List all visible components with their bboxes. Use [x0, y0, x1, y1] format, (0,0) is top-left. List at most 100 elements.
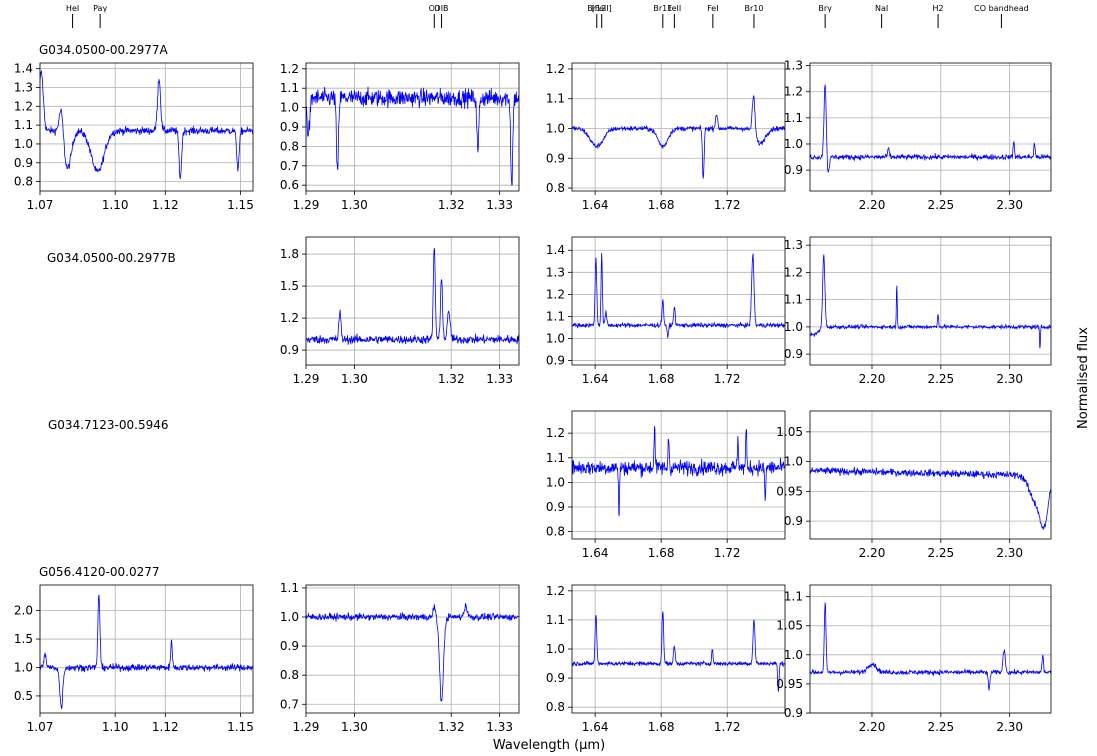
line-marker-label: Br11: [653, 4, 672, 13]
line-marker: FeI: [707, 4, 719, 28]
spectrum-panel: 2.20 2.25 2.30 0.9 0.95 1.0 1.05 1.1: [776, 584, 1052, 734]
y-tick-label: 0.9: [14, 156, 33, 170]
spectrum-panel: 2.20 2.25 2.30 0.9 1.0 1.1 1.2 1.3: [784, 59, 1052, 212]
y-axis-label: Normalised flux: [1076, 327, 1091, 429]
panel-frame: [39, 62, 254, 192]
y-tick-label: 1.0: [546, 475, 565, 489]
line-marker-label: Br12: [587, 4, 606, 13]
y-tick-label: 0.7: [280, 697, 299, 711]
line-marker-label: [FeII]: [592, 4, 612, 13]
line-marker-label: Br10: [744, 4, 763, 13]
x-tick-label: 1.33: [486, 372, 513, 386]
panel-frame: [571, 62, 786, 192]
y-tick-label: 1.5: [14, 632, 33, 646]
y-tick-label: 0.8: [546, 181, 565, 195]
panel-frame: [809, 584, 1052, 714]
x-tick-label: 2.20: [859, 198, 886, 212]
y-tick-label: 0.6: [280, 178, 299, 192]
y-tick-label: 1.1: [784, 111, 803, 125]
line-marker-label: FeI: [707, 4, 718, 13]
x-tick-label: 2.30: [996, 546, 1023, 560]
y-tick-label: 1.1: [784, 590, 803, 604]
x-tick-label: 1.68: [648, 546, 675, 560]
spectrum-line: [306, 248, 519, 345]
y-tick-label: 0.8: [546, 525, 565, 539]
x-tick-label: 1.29: [293, 720, 320, 734]
y-tick-label: 0.9: [546, 500, 565, 514]
x-tick-label: 2.30: [996, 720, 1023, 734]
line-marker: Br11: [653, 4, 672, 28]
x-tick-label: 1.07: [27, 198, 54, 212]
line-marker: FeII: [667, 4, 681, 28]
line-marker: NaI: [875, 4, 888, 28]
x-tick-label: 1.33: [486, 198, 513, 212]
spectrum-panel: 1.29 1.30 1.32 1.33 0.7 0.8 0.9 1.0 1.1: [280, 581, 520, 734]
y-tick-label: 0.9: [280, 639, 299, 653]
spectrum-panel: 1.29 1.30 1.32 1.33 0.6 0.7 0.8 0.9 1.0 1.1 1.2: [280, 62, 520, 212]
y-tick-label: 1.0: [546, 642, 565, 656]
spectrum-panel: 2.20 2.25 2.30 0.9 0.95 1.0 1.05: [776, 410, 1052, 560]
y-tick-label: 0.9: [546, 354, 565, 368]
x-tick-label: 1.32: [438, 720, 465, 734]
x-tick-label: 2.20: [859, 546, 886, 560]
y-tick-label: 1.1: [784, 293, 803, 307]
y-tick-label: 0.8: [546, 700, 565, 714]
x-tick-label: 2.20: [859, 372, 886, 386]
y-tick-label: 1.05: [776, 425, 803, 439]
x-tick-label: 1.30: [341, 720, 368, 734]
line-marker: HeI: [66, 4, 79, 28]
y-tick-label: 1.1: [14, 118, 33, 132]
x-tick-label: 1.32: [438, 198, 465, 212]
y-tick-label: 1.0: [280, 101, 299, 115]
y-tick-label: 0.9: [280, 120, 299, 134]
x-tick-label: 2.30: [996, 372, 1023, 386]
y-tick-label: 1.0: [784, 455, 803, 469]
line-marker: Br12: [587, 4, 606, 28]
y-tick-label: 1.4: [546, 243, 565, 257]
spectrum-line: [572, 252, 785, 338]
panel-frame: [571, 410, 786, 540]
line-marker: Brγ: [818, 4, 832, 28]
y-tick-label: 1.3: [546, 265, 565, 279]
x-tick-label: 1.30: [341, 198, 368, 212]
spectrum-line: [572, 611, 785, 692]
line-marker-label: Brγ: [818, 4, 832, 13]
panel-frame: [571, 236, 786, 366]
x-tick-label: 1.10: [102, 198, 129, 212]
x-tick-label: 1.72: [714, 720, 741, 734]
spectrum-line: [40, 594, 253, 710]
spectrum-line: [572, 425, 785, 516]
y-tick-label: 1.1: [280, 81, 299, 95]
y-tick-label: 1.0: [546, 121, 565, 135]
y-tick-label: 1.2: [546, 426, 565, 440]
spectrum-line: [306, 602, 519, 702]
y-tick-label: 1.4: [14, 62, 33, 76]
line-marker-label: CO bandhead: [974, 4, 1029, 13]
source-label: G034.7123-00.5946: [48, 418, 169, 432]
y-tick-label: 0.95: [776, 484, 803, 498]
line-marker: O I: [429, 4, 440, 28]
y-tick-label: 0.8: [280, 139, 299, 153]
line-marker-label: H2: [933, 4, 944, 13]
y-tick-label: 1.0: [546, 332, 565, 346]
x-tick-label: 1.64: [582, 720, 609, 734]
source-label: G056.4120-00.0277: [39, 565, 160, 579]
panel-grid: G034.0500-00.2977A 1.07 1.10 1.12 1.15 0.8 0.9…: [14, 43, 1052, 734]
x-tick-label: 2.20: [859, 720, 886, 734]
source-label: G034.0500-00.2977B: [47, 251, 176, 265]
y-tick-label: 1.0: [14, 660, 33, 674]
y-tick-label: 2.0: [14, 604, 33, 618]
x-tick-label: 1.12: [152, 720, 179, 734]
y-tick-label: 1.1: [546, 92, 565, 106]
y-tick-label: 0.8: [280, 668, 299, 682]
x-tick-label: 1.33: [486, 720, 513, 734]
x-tick-label: 1.72: [714, 372, 741, 386]
line-marker-label: O I: [429, 4, 440, 13]
y-tick-label: 1.1: [280, 581, 299, 595]
line-marker: DIB: [435, 4, 449, 28]
x-tick-label: 1.10: [102, 720, 129, 734]
spectrum-line: [810, 84, 1051, 174]
y-tick-label: 1.1: [546, 451, 565, 465]
y-tick-label: 1.1: [546, 613, 565, 627]
